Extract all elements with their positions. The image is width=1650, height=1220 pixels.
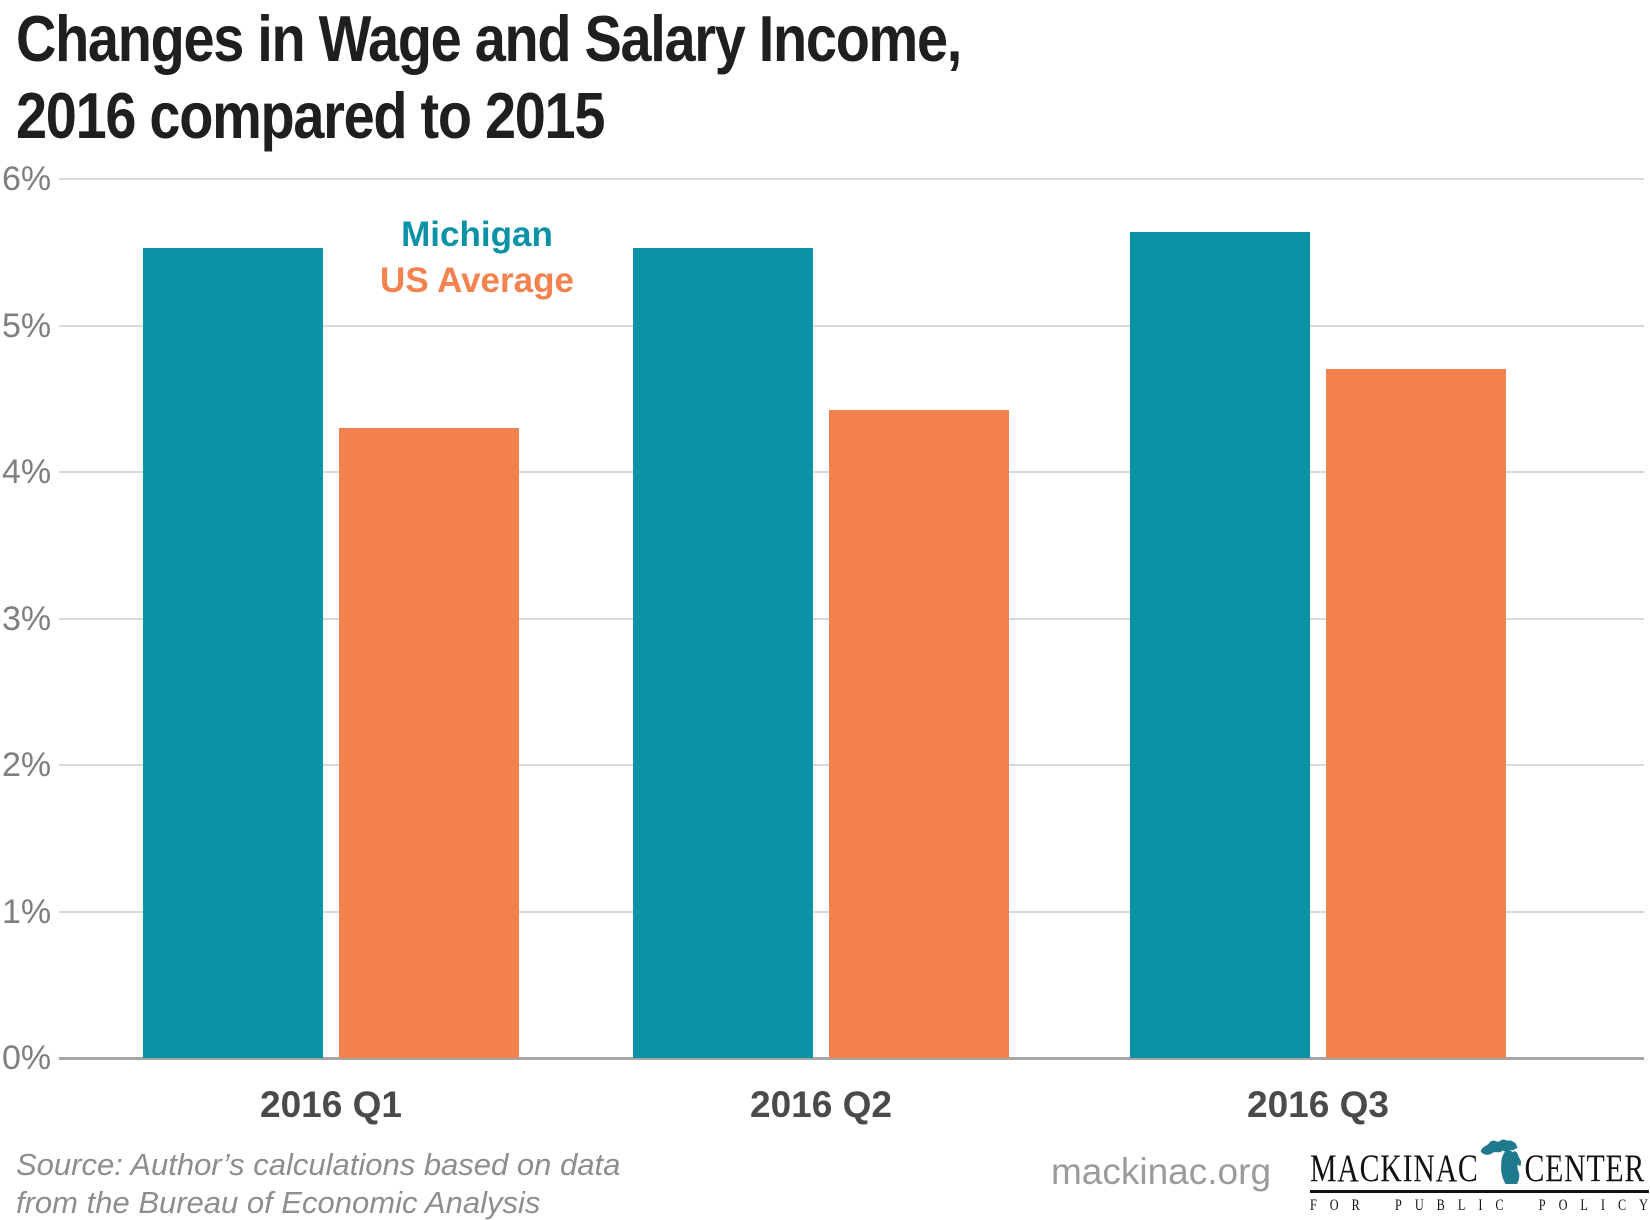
gridline-5%: [59, 325, 1644, 327]
logo-word-center: CENTER: [1524, 1147, 1646, 1190]
y-axis-label-2%: 2%: [2, 746, 52, 784]
gridline-6%: [59, 178, 1644, 180]
x-axis-label-2016-q1: 2016 Q1: [260, 1084, 402, 1125]
chart-legend: Michigan US Average: [336, 212, 618, 304]
y-axis-label-3%: 3%: [2, 600, 52, 638]
y-axis-label-5%: 5%: [2, 307, 52, 345]
bar-us-average-2016-q3: [1326, 369, 1506, 1058]
y-axis-label-0%: 0%: [2, 1039, 52, 1077]
logo-tagline: FOR PUBLIC POLICY: [1310, 1197, 1650, 1214]
y-axis-label-1%: 1%: [2, 893, 52, 931]
x-axis-label-2016-q3: 2016 Q3: [1247, 1084, 1389, 1125]
bar-us-average-2016-q2: [829, 410, 1009, 1058]
bar-michigan-2016-q3: [1130, 232, 1310, 1058]
michigan-state-icon: [1480, 1139, 1522, 1184]
mackinac-center-logo: MACKINAC CENTER FOR PUBLIC POLICY: [1310, 1128, 1650, 1215]
bar-michigan-2016-q1: [143, 248, 323, 1058]
source-note-line1: Source: Author’s calculations based on d…: [16, 1147, 621, 1182]
gridline-0%: [59, 1057, 1644, 1060]
bar-michigan-2016-q2: [633, 248, 813, 1058]
legend-item-michigan: Michigan: [401, 215, 553, 254]
bar-us-average-2016-q1: [339, 428, 519, 1058]
chart-title: Changes in Wage and Salary Income, 2016 …: [16, 0, 962, 154]
chart-title-line2: 2016 compared to 2015: [16, 79, 605, 152]
source-note-line2: from the Bureau of Economic Analysis: [16, 1185, 541, 1220]
source-note: Source: Author’s calculations based on d…: [16, 1146, 620, 1220]
website-text: mackinac.org: [1050, 1151, 1272, 1192]
logo-word-mackinac: MACKINAC: [1310, 1147, 1479, 1190]
x-axis-label-2016-q2: 2016 Q2: [750, 1084, 892, 1125]
legend-item-us-average: US Average: [380, 261, 574, 300]
chart-title-line1: Changes in Wage and Salary Income,: [16, 2, 962, 75]
logo-divider: [1310, 1190, 1649, 1193]
y-axis-label-6%: 6%: [2, 160, 52, 198]
y-axis-label-4%: 4%: [2, 453, 52, 491]
